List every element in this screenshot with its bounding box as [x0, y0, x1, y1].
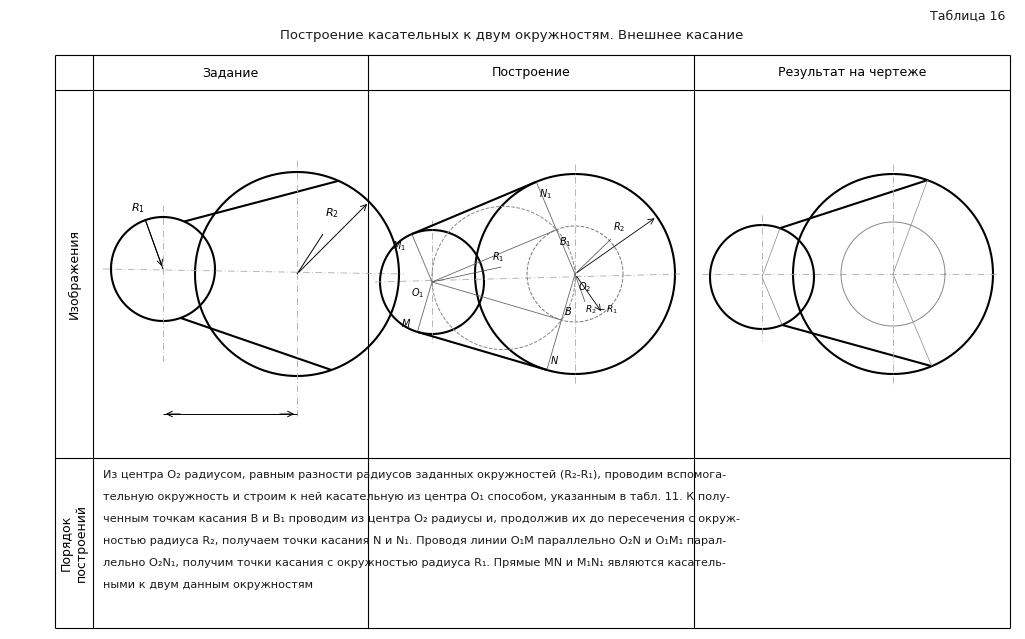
Text: $N$: $N$: [549, 354, 559, 366]
Text: $R_1$: $R_1$: [492, 250, 504, 264]
Text: Построение: Построение: [492, 66, 570, 79]
Text: $M$: $M$: [401, 317, 411, 329]
Text: $B_1$: $B_1$: [560, 235, 572, 249]
Text: лельно O₂N₁, получим точки касания с окружностью радиуса R₁. Прямые MN и M₁N₁ яв: лельно O₂N₁, получим точки касания с окр…: [102, 558, 726, 568]
Text: $B$: $B$: [565, 305, 573, 317]
Text: Из центра O₂ радиусом, равным разности радиусов заданных окружностей (R₂-R₁), пр: Из центра O₂ радиусом, равным разности р…: [102, 470, 726, 480]
Text: Построение касательных к двум окружностям. Внешнее касание: Построение касательных к двум окружностя…: [280, 29, 744, 42]
Text: $O_2$: $O_2$: [578, 280, 591, 294]
Text: Результат на чертеже: Результат на чертеже: [778, 66, 927, 79]
Text: ными к двум данным окружностям: ными к двум данным окружностям: [102, 580, 313, 590]
Text: ностью радиуса R₂, получаем точки касания N и N₁. Проводя линии O₁M параллельно : ностью радиуса R₂, получаем точки касани…: [102, 536, 727, 546]
Text: $M_1$: $M_1$: [392, 239, 406, 253]
Text: Задание: Задание: [202, 66, 258, 79]
Text: $O_1$: $O_1$: [411, 286, 424, 300]
Text: Изображения: Изображения: [68, 229, 81, 319]
Text: $N_1$: $N_1$: [539, 187, 552, 201]
Text: $R_2-R_1$: $R_2-R_1$: [585, 304, 618, 316]
Text: $R_2$: $R_2$: [325, 206, 339, 220]
Text: $R_2$: $R_2$: [613, 220, 625, 234]
Text: Таблица 16: Таблица 16: [930, 10, 1004, 22]
Text: Порядок
построений: Порядок построений: [60, 504, 88, 582]
Text: ченным точкам касания B и B₁ проводим из центра O₂ радиусы и, продолжив их до пе: ченным точкам касания B и B₁ проводим из…: [102, 514, 740, 524]
Text: тельную окружность и строим к ней касательную из центра O₁ способом, указанным в: тельную окружность и строим к ней касате…: [102, 492, 730, 502]
Text: $R_1$: $R_1$: [131, 201, 145, 215]
